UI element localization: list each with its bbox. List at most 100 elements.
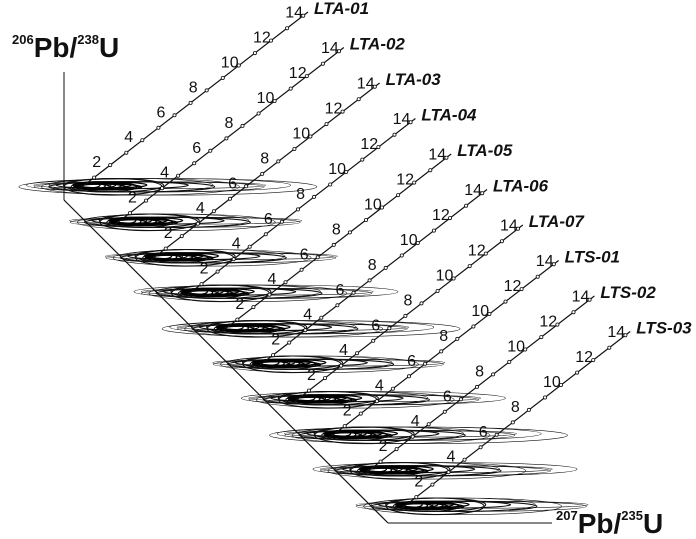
age-tick-marker [336, 49, 341, 54]
error-ellipse [312, 462, 578, 477]
error-ellipse [161, 320, 461, 338]
age-tick-label: 2 [164, 225, 173, 242]
age-tick-label: 10 [257, 90, 275, 107]
age-tick-label: 10 [471, 303, 489, 320]
age-tick-marker [306, 388, 311, 393]
age-tick-marker [240, 123, 245, 128]
age-tick-label: 12 [504, 278, 522, 295]
sample-label: LTA-06 [493, 177, 549, 196]
age-tick-marker [276, 159, 281, 164]
age-tick-label: 10 [436, 268, 454, 285]
error-ellipse [18, 178, 318, 196]
age-tick-marker [510, 420, 515, 425]
age-tick-marker [292, 146, 297, 151]
age-tick-marker [491, 372, 496, 377]
age-tick-label: 14 [572, 289, 590, 306]
age-tick-marker [458, 397, 463, 402]
age-tick-marker [324, 122, 329, 127]
age-tick-marker [272, 99, 277, 104]
age-tick-marker [340, 109, 345, 114]
age-tick-label: 10 [400, 232, 418, 249]
age-tick-marker [399, 253, 404, 258]
sample-panel: 2 4 6 8 10 12 14 LTS-01 [269, 248, 620, 445]
age-tick-marker [394, 447, 399, 452]
age-tick-marker [347, 230, 352, 235]
error-ellipse [143, 252, 220, 260]
error-ellipse [394, 500, 470, 509]
age-tick-label: 10 [328, 161, 346, 178]
age-tick-label: 8 [368, 257, 377, 274]
age-tick-label: 6 [157, 104, 166, 121]
age-tick-marker [260, 171, 265, 176]
age-tick-marker [471, 324, 476, 329]
age-tick-marker [279, 219, 284, 224]
age-tick-marker [371, 338, 376, 343]
concordia-curve [399, 331, 631, 510]
age-tick-marker [431, 228, 436, 233]
age-tick-marker [519, 287, 524, 292]
age-tick-label: 8 [511, 399, 520, 416]
age-tick-marker [308, 134, 313, 139]
age-tick-label: 12 [575, 349, 593, 366]
age-tick-marker [480, 191, 485, 196]
sample-label: LTS-01 [565, 248, 620, 267]
sample-label: LTA-01 [314, 0, 369, 18]
age-tick-label: 4 [196, 200, 205, 217]
age-tick-marker [285, 26, 290, 31]
error-ellipse [112, 249, 312, 267]
age-tick-label: 2 [379, 438, 388, 455]
age-tick-marker [179, 234, 184, 239]
age-tick-marker [623, 333, 628, 338]
age-tick-label: 6 [443, 388, 452, 405]
age-tick-marker [535, 274, 540, 279]
age-tick-marker [591, 358, 596, 363]
age-tick-label: 12 [396, 172, 414, 189]
age-tick-label: 2 [343, 403, 352, 420]
sample-panel: 2 4 6 8 10 12 14 LTS-03 [355, 319, 692, 516]
age-tick-marker [487, 311, 492, 316]
error-ellipse [286, 394, 363, 402]
age-tick-marker [163, 246, 168, 251]
age-tick-label: 8 [260, 150, 269, 167]
age-tick-marker [360, 157, 365, 162]
age-tick-label: 2 [271, 332, 280, 349]
age-tick-marker [124, 150, 129, 155]
error-ellipse [322, 429, 399, 438]
age-tick-marker [322, 376, 327, 381]
error-ellipse [358, 465, 434, 473]
age-tick-label: 6 [228, 175, 237, 192]
error-ellipse [363, 497, 562, 515]
age-tick-marker [462, 457, 467, 462]
age-tick-marker [224, 136, 229, 141]
age-tick-marker [392, 132, 397, 137]
y-axis-label: 206Pb/238U [12, 32, 119, 63]
age-tick-label: 14 [607, 324, 625, 341]
age-tick-marker [204, 88, 209, 93]
age-tick-label: 4 [339, 342, 348, 359]
age-tick-label: 14 [321, 40, 339, 57]
age-tick-marker [304, 74, 309, 79]
age-tick-marker [383, 265, 388, 270]
age-tick-label: 12 [468, 243, 486, 260]
age-tick-marker [374, 399, 379, 404]
age-tick-marker [428, 168, 433, 173]
error-ellipse [269, 426, 568, 444]
age-tick-label: 14 [393, 111, 411, 128]
age-tick-marker [319, 315, 324, 320]
age-tick-marker [328, 182, 333, 187]
age-tick-marker [342, 424, 347, 429]
age-tick-marker [478, 445, 483, 450]
age-tick-label: 2 [414, 474, 423, 491]
age-tick-marker [160, 186, 165, 191]
age-tick-marker [188, 100, 193, 105]
age-tick-marker [312, 194, 317, 199]
age-tick-marker [192, 161, 197, 166]
age-tick-label: 2 [307, 367, 316, 384]
age-tick-marker [271, 353, 276, 358]
age-tick-marker [435, 288, 440, 293]
age-tick-label: 4 [375, 378, 384, 395]
age-tick-marker [156, 125, 161, 130]
age-tick-label: 6 [371, 317, 380, 334]
age-tick-label: 8 [225, 115, 234, 132]
sample-panel: 2 4 6 8 10 12 14 LTS-02 [312, 283, 656, 480]
